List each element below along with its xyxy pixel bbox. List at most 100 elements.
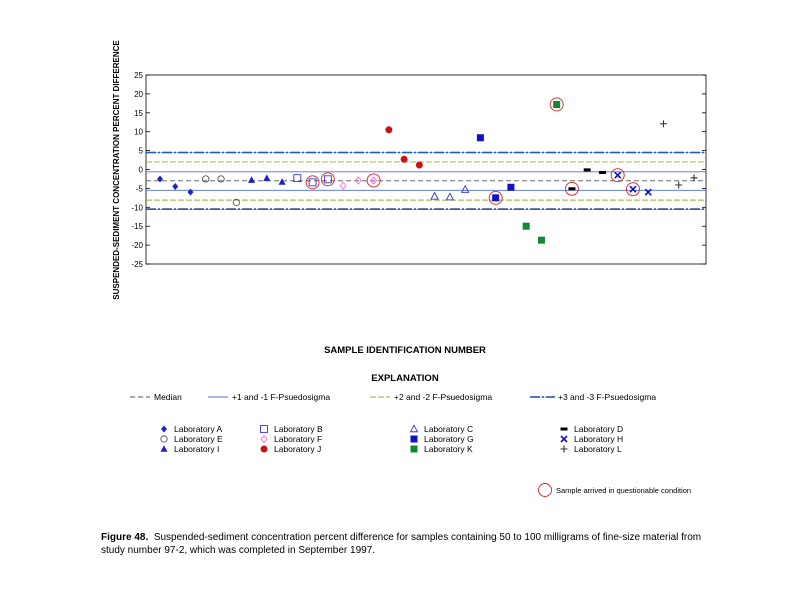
legend-label-laboratory-h: Laboratory H bbox=[574, 434, 623, 444]
plot-frame bbox=[145, 74, 707, 265]
legend-marker-laboratory-l bbox=[560, 445, 568, 453]
y-tick-label: -15 bbox=[131, 222, 143, 231]
x-axis-label: SAMPLE IDENTIFICATION NUMBER bbox=[324, 345, 486, 356]
data-point bbox=[537, 236, 545, 244]
y-tick-label: -20 bbox=[131, 241, 143, 250]
legend-marker-laboratory-f bbox=[260, 434, 268, 444]
y-tick-label: 0 bbox=[139, 166, 144, 175]
data-point bbox=[354, 176, 362, 185]
figure-number: Figure 48. bbox=[101, 532, 149, 543]
legend-laboratories: Laboratory A Laboratory B Laboratory C Labo… bbox=[160, 424, 623, 454]
data-point bbox=[385, 126, 393, 134]
legend-label-laboratory-k: Laboratory K bbox=[424, 444, 473, 454]
data-point bbox=[430, 191, 439, 200]
data-point bbox=[644, 188, 652, 196]
data-point bbox=[217, 175, 225, 183]
explanation-heading: EXPLANATION bbox=[371, 373, 439, 384]
data-point bbox=[659, 120, 667, 128]
plot-area bbox=[145, 74, 707, 265]
data-point bbox=[187, 188, 194, 196]
data-point bbox=[308, 178, 317, 187]
legend-marker-laboratory-h bbox=[560, 435, 568, 443]
data-point bbox=[568, 187, 576, 191]
data-point bbox=[323, 175, 332, 184]
data-point bbox=[157, 175, 163, 183]
data-point bbox=[400, 155, 408, 163]
data-point bbox=[293, 174, 302, 183]
questionable-circle bbox=[488, 190, 503, 205]
y-tick-label: 5 bbox=[139, 147, 144, 156]
legend-marker-laboratory-c bbox=[409, 424, 419, 433]
data-point bbox=[172, 183, 179, 191]
y-tick-label: 10 bbox=[134, 128, 143, 137]
figure-caption: Figure 48. Suspended-sediment concentrat… bbox=[101, 531, 711, 557]
y-axis: 25 20 15 10 5 0 -5 -10 -15 -20 -25 bbox=[131, 71, 706, 269]
legend-sigma1-label: +1 and -1 F-Psuedosigma bbox=[232, 392, 330, 402]
legend-questionable: Sample arrived in questionable condition bbox=[538, 483, 691, 497]
legend-label-laboratory-l: Laboratory L bbox=[574, 444, 622, 454]
y-tick-label: 25 bbox=[134, 71, 143, 80]
figure-caption-text: Suspended-sediment concentration percent… bbox=[101, 532, 702, 556]
legend-marker-laboratory-g bbox=[410, 435, 418, 443]
questionable-circle bbox=[305, 175, 320, 190]
data-point bbox=[476, 134, 484, 142]
legend-marker-laboratory-a bbox=[161, 425, 167, 433]
legend-label-laboratory-d: Laboratory D bbox=[574, 424, 623, 434]
legend-lines: Median +1 and -1 F-Psuedosigma +2 and -2 F… bbox=[130, 392, 656, 402]
legend-label-laboratory-e: Laboratory E bbox=[174, 434, 223, 444]
legend-marker-laboratory-e bbox=[160, 435, 168, 443]
data-point bbox=[598, 171, 606, 175]
legend-marker-laboratory-i bbox=[160, 445, 168, 452]
questionable-circle bbox=[366, 173, 381, 188]
questionable-circle bbox=[320, 172, 335, 187]
legend-questionable-circle bbox=[538, 483, 552, 497]
legend-label-laboratory-f: Laboratory F bbox=[274, 434, 322, 444]
legend-label-laboratory-i: Laboratory I bbox=[174, 444, 219, 454]
data-point bbox=[202, 175, 210, 183]
data-point bbox=[492, 194, 500, 202]
data-point bbox=[629, 185, 637, 193]
legend-marker-laboratory-j bbox=[260, 445, 268, 453]
legend-marker-laboratory-b bbox=[260, 425, 268, 433]
y-tick-label: -10 bbox=[131, 203, 143, 212]
data-point bbox=[522, 222, 530, 230]
y-tick-label: 15 bbox=[134, 109, 143, 118]
legend-label-laboratory-b: Laboratory B bbox=[274, 424, 323, 434]
legend-label-laboratory-c: Laboratory C bbox=[424, 424, 473, 434]
data-markers bbox=[157, 97, 698, 244]
data-point bbox=[445, 192, 455, 201]
data-point bbox=[232, 198, 240, 206]
data-point bbox=[263, 174, 271, 181]
legend-label-laboratory-a: Laboratory A bbox=[174, 424, 223, 434]
legend-label-laboratory-j: Laboratory J bbox=[274, 444, 321, 454]
legend-marker-laboratory-d bbox=[560, 427, 568, 431]
y-tick-label: 20 bbox=[134, 90, 143, 99]
legend-median-label: Median bbox=[154, 392, 182, 402]
legend-sigma3-label: +3 and -3 F-Psuedosigma bbox=[558, 392, 656, 402]
y-axis-label: SUSPENDED-SEDIMENT CONCENTRATION PERCENT… bbox=[112, 40, 121, 300]
y-tick-label: -25 bbox=[131, 260, 143, 269]
data-point bbox=[553, 100, 561, 108]
y-tick-label: -5 bbox=[136, 184, 144, 193]
questionable-circle bbox=[564, 181, 579, 196]
questionable-circle bbox=[610, 168, 625, 183]
data-point bbox=[278, 178, 286, 185]
data-point bbox=[248, 176, 256, 183]
legend-questionable-label: Sample arrived in questionable condition bbox=[556, 486, 691, 495]
data-point bbox=[370, 176, 378, 185]
legend-sigma2-label: +2 and -2 F-Psuedosigma bbox=[394, 392, 492, 402]
legend-label-laboratory-g: Laboratory G bbox=[424, 434, 474, 444]
data-point bbox=[614, 171, 622, 179]
questionable-circle bbox=[626, 182, 640, 197]
questionable-circle bbox=[549, 97, 564, 112]
reference-lines bbox=[146, 151, 706, 210]
data-point bbox=[415, 161, 423, 169]
data-point bbox=[583, 168, 591, 172]
legend-marker-laboratory-k bbox=[410, 445, 418, 453]
data-point bbox=[460, 184, 470, 193]
data-point bbox=[339, 181, 347, 190]
data-point bbox=[690, 174, 698, 182]
data-point bbox=[507, 183, 515, 191]
data-point bbox=[675, 181, 683, 189]
